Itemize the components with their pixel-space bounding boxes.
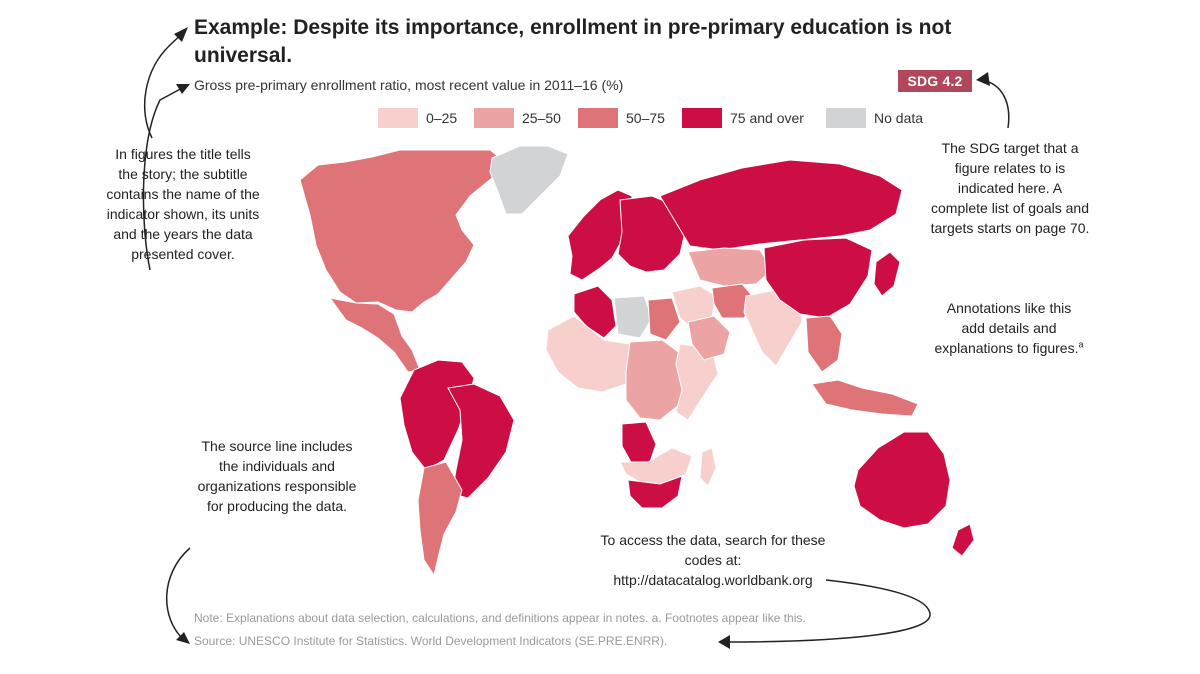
annotation-data-access: To access the data, search for these cod…: [598, 530, 828, 590]
legend-label: 25–50: [522, 110, 561, 126]
region-southern-cone: [417, 461, 463, 577]
legend-item-25-50: 25–50: [474, 108, 561, 128]
footnote-note: Note: Explanations about data selection,…: [194, 611, 806, 625]
arrow-subtitle-head: [176, 84, 190, 94]
arrow-sdg-head: [976, 72, 990, 86]
legend-label: No data: [874, 110, 924, 126]
arrow-data: [723, 579, 931, 643]
annotation-details-text: Annotations like this add details and ex…: [934, 300, 1079, 356]
arrow-sdg: [979, 79, 1010, 129]
legend-label: 0–25: [426, 110, 458, 126]
legend-item-0-25: 0–25: [378, 108, 457, 128]
arrow-data-head: [718, 635, 730, 649]
legend-swatch: [826, 108, 866, 128]
region-greenland: [489, 145, 569, 215]
arrow-subtitle: [142, 85, 187, 271]
annotation-sdg-note: The SDG target that a figure relates to …: [930, 140, 1090, 236]
legend-item-75-over: 75 and over: [682, 108, 804, 128]
region-central-africa: [625, 339, 691, 421]
region-north-america: [299, 149, 504, 313]
annotation-details-note: Annotations like this add details and ex…: [934, 298, 1084, 358]
legend-swatch: [474, 108, 514, 128]
region-southeast-asia: [805, 315, 843, 373]
data-access-url[interactable]: http://datacatalog.worldbank.org: [613, 572, 813, 588]
legend-label: 50–75: [626, 110, 665, 126]
region-north-africa-west: [573, 285, 617, 339]
annotation-title-note: In figures the title tells the story; th…: [106, 146, 260, 262]
sdg-badge: SDG 4.2: [898, 70, 972, 92]
region-brazil: [447, 383, 515, 499]
region-indonesia: [811, 379, 919, 417]
region-sahara-nodata: [613, 295, 653, 339]
legend-item-no-data: No data: [826, 108, 923, 128]
data-access-text: To access the data, search for these cod…: [600, 532, 826, 568]
legend-swatch: [682, 108, 722, 128]
footnote-source: Source: UNESCO Institute for Statistics.…: [194, 634, 668, 648]
region-egypt: [647, 297, 681, 341]
arrow-title-head: [174, 27, 188, 42]
region-china: [763, 237, 873, 319]
region-angola: [621, 421, 657, 465]
region-madagascar: [699, 447, 717, 487]
region-central-asia: [687, 247, 773, 287]
arrow-title: [143, 29, 187, 139]
arrow-source: [165, 547, 191, 641]
region-japan-korea: [873, 251, 901, 297]
legend-label: 75 and over: [730, 110, 804, 126]
legend-swatch: [578, 108, 618, 128]
arrow-source-head: [176, 632, 190, 644]
region-southern-africa: [619, 447, 693, 487]
region-australia: [853, 431, 951, 529]
figure-subtitle: Gross pre-primary enrollment ratio, most…: [194, 77, 624, 93]
annotation-source-note: The source line includes the individuals…: [197, 438, 357, 514]
legend-item-50-75: 50–75: [578, 108, 665, 128]
annotation-details-sup: a: [1078, 339, 1084, 350]
figure-title: Example: Despite its importance, enrollm…: [194, 16, 952, 67]
region-new-zealand: [951, 523, 975, 557]
region-south-africa: [627, 475, 683, 509]
region-russia: [659, 159, 903, 251]
legend-swatch: [378, 108, 418, 128]
region-arabian-peninsula: [687, 315, 731, 361]
